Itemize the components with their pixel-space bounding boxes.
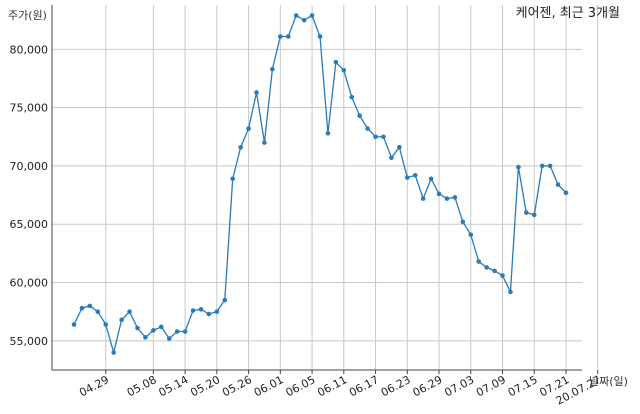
price-point: [254, 90, 259, 95]
price-point: [468, 232, 474, 238]
x-tick-label: 06.29: [411, 373, 445, 399]
y-tick-labels: 55,000 60,000 65,000 70,000 75,000 80,000: [10, 43, 49, 348]
x-tick-label: 07.15: [506, 373, 540, 399]
price-point: [79, 305, 85, 311]
x-tick-label: 05.14: [157, 373, 191, 399]
x-tick-label: 05.20: [188, 373, 222, 399]
x-tick-label: 07.09: [474, 373, 508, 399]
price-point: [341, 68, 347, 73]
price-point: [95, 309, 101, 314]
price-point: [428, 176, 434, 182]
axes: [51, 5, 599, 374]
x-tick-label: 07.03: [442, 373, 476, 399]
price-point: [476, 259, 482, 264]
price-point: [373, 134, 378, 140]
price-line: [73, 14, 567, 356]
price-point: [555, 182, 561, 187]
x-tick-label: 05.26: [220, 373, 254, 399]
price-point: [270, 66, 275, 72]
price-point: [174, 329, 180, 334]
price-point: [158, 324, 164, 330]
price-point: [539, 163, 545, 169]
price-point: [222, 297, 228, 303]
price-point: [357, 113, 362, 119]
price-point: [182, 329, 188, 334]
y-tick-label: 75,000: [10, 102, 49, 115]
price-point: [325, 130, 331, 136]
price-point: [151, 328, 156, 333]
price-point: [412, 172, 418, 178]
price-point: [436, 191, 442, 197]
price-point: [460, 219, 466, 225]
price-point: [500, 273, 505, 278]
y-tick-label: 70,000: [10, 160, 49, 173]
price-point: [246, 126, 251, 131]
x-tick-label: 06.17: [347, 373, 381, 399]
y-tick-label: 55,000: [10, 335, 49, 348]
y-tick-label: 80,000: [10, 43, 49, 56]
price-point: [198, 307, 204, 312]
price-point: [444, 196, 450, 201]
price-point: [404, 175, 410, 180]
price-point: [103, 322, 109, 327]
x-tick-label: 06.11: [315, 373, 349, 399]
price-point: [524, 210, 529, 215]
price-point: [238, 144, 243, 150]
price-point: [309, 13, 315, 18]
price-point: [381, 134, 386, 140]
x-tick-label: 06.05: [284, 373, 318, 399]
price-point: [317, 34, 323, 39]
price-point: [531, 212, 537, 218]
price-point: [420, 196, 426, 201]
price-point: [349, 94, 355, 100]
price-point: [301, 17, 307, 23]
price-point: [397, 144, 402, 150]
price-point: [389, 155, 394, 161]
y-axis-title: 주가(원): [8, 9, 47, 22]
x-tick-labels: 04.29 05.0805.1405.2005.2606.0106.0506.11…: [77, 373, 603, 407]
price-point: [87, 303, 93, 309]
price-point: [71, 322, 77, 327]
price-point: [365, 126, 370, 131]
price-series: [71, 13, 569, 356]
x-tick-label: 05.08: [125, 373, 159, 399]
x-axis-title: 날짜(일): [589, 374, 628, 388]
price-point: [285, 34, 291, 39]
price-point: [206, 311, 212, 317]
price-point: [111, 350, 116, 355]
price-point: [516, 164, 521, 170]
grid-lines: [52, 5, 599, 370]
x-tick-label: 06.01: [252, 373, 286, 399]
price-point: [492, 268, 497, 274]
price-point: [563, 190, 569, 196]
price-point: [230, 176, 236, 182]
price-point: [484, 265, 489, 270]
y-tick-label: 65,000: [10, 218, 49, 231]
price-point: [166, 336, 172, 341]
chart-title: 케어젠, 최근 3개월: [516, 6, 620, 21]
price-point: [262, 140, 267, 145]
price-point: [127, 309, 132, 314]
price-point: [143, 335, 148, 340]
price-point: [452, 195, 458, 200]
x-tick-label: 06.23: [379, 373, 413, 399]
x-tick-label: 04.29: [77, 373, 111, 399]
price-point: [278, 34, 283, 39]
price-point: [214, 309, 220, 314]
y-tick-label: 60,000: [10, 277, 49, 290]
price-point: [293, 13, 299, 18]
price-point: [190, 308, 196, 313]
price-point: [508, 289, 513, 295]
price-point: [119, 317, 124, 323]
price-point: [135, 325, 140, 331]
price-point: [333, 59, 339, 65]
price-point: [547, 163, 553, 169]
